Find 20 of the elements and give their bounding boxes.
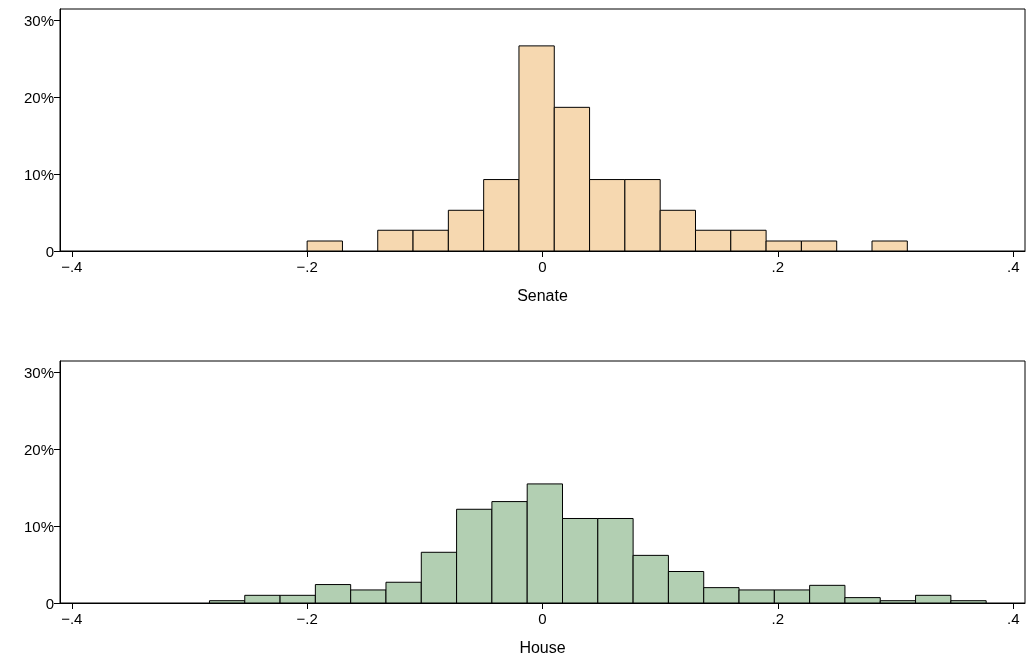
- x-tick-label: −.2: [296, 610, 318, 627]
- x-axis-title: House: [519, 638, 566, 656]
- x-tick-label: 0: [538, 258, 547, 275]
- x-tick-label: .4: [1006, 610, 1020, 627]
- y-tick-label: 30%: [23, 364, 54, 382]
- x-tick-label: −.4: [61, 258, 83, 275]
- x-tick-label: .4: [1006, 258, 1020, 275]
- x-tick-label: 0: [538, 610, 547, 627]
- x-tick-label: .2: [771, 610, 785, 627]
- x-tick-label: −.4: [61, 610, 83, 627]
- x-axis-title: Senate: [517, 286, 568, 304]
- y-tick-label: 10%: [23, 517, 54, 535]
- y-tick-label: 0: [45, 594, 54, 612]
- y-tick-label: 10%: [23, 165, 54, 183]
- y-tick-label: 0: [45, 242, 54, 260]
- y-tick-label: 20%: [23, 440, 54, 458]
- x-tick-label: −.2: [296, 258, 318, 275]
- x-tick-label: .2: [771, 258, 785, 275]
- y-tick-label: 20%: [23, 88, 54, 106]
- y-tick-label: 30%: [23, 12, 54, 30]
